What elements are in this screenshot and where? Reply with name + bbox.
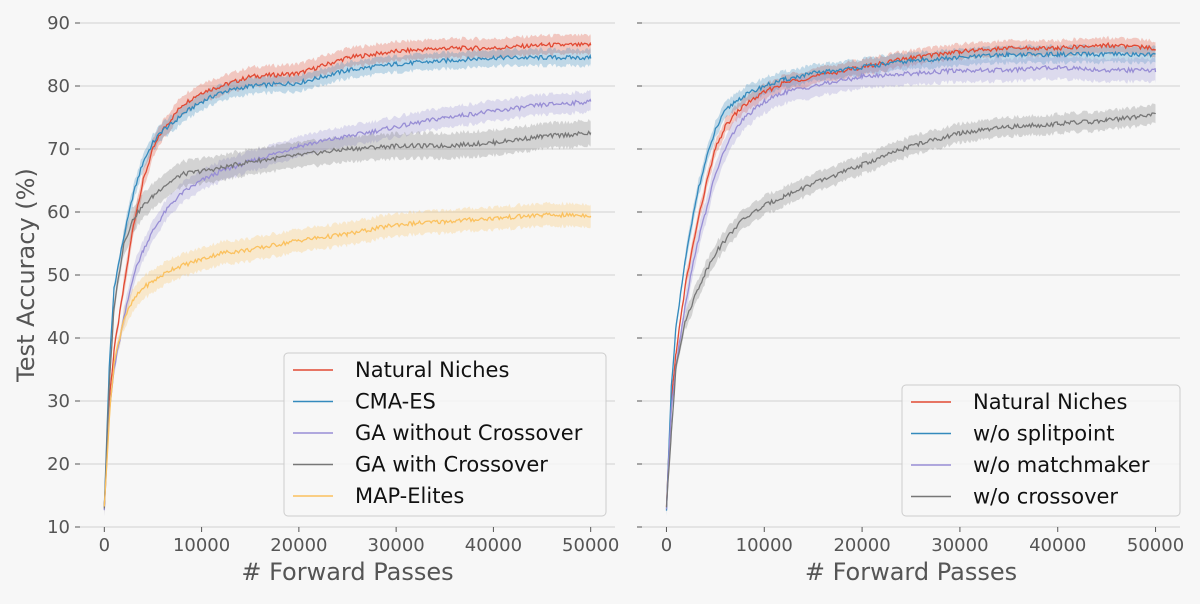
y-tick-label: 30 [47, 391, 70, 412]
y-tick-label: 60 [47, 202, 70, 223]
legend-label: w/o matchmaker [973, 453, 1150, 477]
line-w-o-crossover [665, 112, 1157, 508]
line-cma-es [103, 53, 592, 507]
y-tick-label: 20 [47, 454, 70, 475]
y-tick-label: 10 [47, 517, 70, 538]
x-tick-label: 40000 [465, 535, 522, 556]
x-tick-label: 50000 [562, 535, 619, 556]
series-group [665, 35, 1157, 517]
line-natural-niches [665, 41, 1157, 507]
legend-box [901, 384, 1181, 517]
x-tick-label: 50000 [1127, 535, 1184, 556]
line-natural-niches [103, 41, 592, 507]
x-tick-label: 10000 [173, 535, 230, 556]
y-axis-label: Test Accuracy (%) [12, 168, 40, 383]
legend-label: Natural Niches [355, 358, 509, 382]
x-tick-label: 30000 [931, 535, 988, 556]
line-ga-without-crossover [103, 98, 592, 511]
y-tick-label: 50 [47, 265, 70, 286]
x-axis-label: # Forward Passes [805, 558, 1017, 586]
x-tick-label: 40000 [1029, 535, 1086, 556]
x-tick-label: 10000 [736, 535, 793, 556]
x-tick-label: 30000 [368, 535, 425, 556]
x-tick-label: 0 [99, 535, 110, 556]
legend-label: w/o splitpoint [973, 422, 1115, 446]
x-tick-label: 0 [661, 535, 672, 556]
legend: Natural Niches w/o splitpoint w/o matchmak… [901, 384, 1181, 517]
x-tick-label: 20000 [833, 535, 890, 556]
y-tick-label: 80 [47, 76, 70, 97]
y-tick-label: 40 [47, 328, 70, 349]
legend-label: MAP-Elites [355, 484, 464, 508]
legend: Natural Niches CMA-ES GA without Crossover… [283, 352, 607, 517]
y-tick-label: 90 [47, 13, 70, 34]
line-w-o-splitpoint [665, 50, 1156, 511]
legend-label: w/o crossover [973, 485, 1118, 509]
y-tick-label: 70 [47, 139, 70, 160]
x-tick-label: 20000 [270, 535, 327, 556]
legend-label: GA with Crossover [355, 453, 548, 477]
legend-label: Natural Niches [973, 390, 1127, 414]
left-panel: 10 20 30 40 50 60 70 80 90 0 10000 20000 30000 40000 5… [12, 13, 619, 586]
legend-label: GA without Crossover [355, 421, 583, 445]
line-ga-with-crossover [103, 130, 592, 509]
legend-label: CMA-ES [355, 390, 436, 414]
series-group [103, 33, 592, 517]
x-axis-label: # Forward Passes [241, 558, 453, 586]
legend-box [283, 352, 607, 517]
right-panel: 0 10000 20000 30000 40000 50000 # Forward Pass… [637, 22, 1184, 586]
line-map-elites [103, 211, 592, 507]
line-w-o-matchmaker [665, 64, 1157, 510]
